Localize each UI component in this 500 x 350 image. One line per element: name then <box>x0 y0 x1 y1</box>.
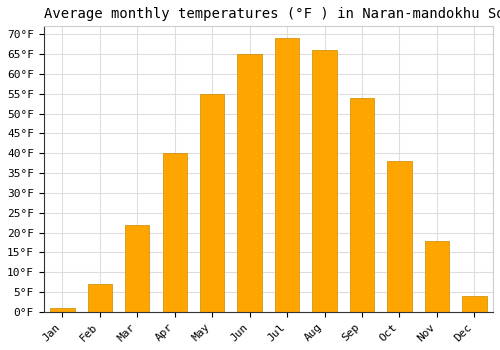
Bar <box>424 240 449 312</box>
Bar <box>88 284 112 312</box>
Text: Average monthly temperatures (°F ) in Naran-mandokhu Somon: Average monthly temperatures (°F ) in Na… <box>44 7 500 21</box>
Bar <box>462 296 486 312</box>
Bar <box>162 153 187 312</box>
Bar <box>275 38 299 312</box>
Bar <box>50 308 74 312</box>
Bar <box>238 54 262 312</box>
Bar <box>125 225 150 312</box>
Bar <box>312 50 336 312</box>
Bar <box>200 94 224 312</box>
Bar <box>350 98 374 312</box>
Bar <box>388 161 411 312</box>
